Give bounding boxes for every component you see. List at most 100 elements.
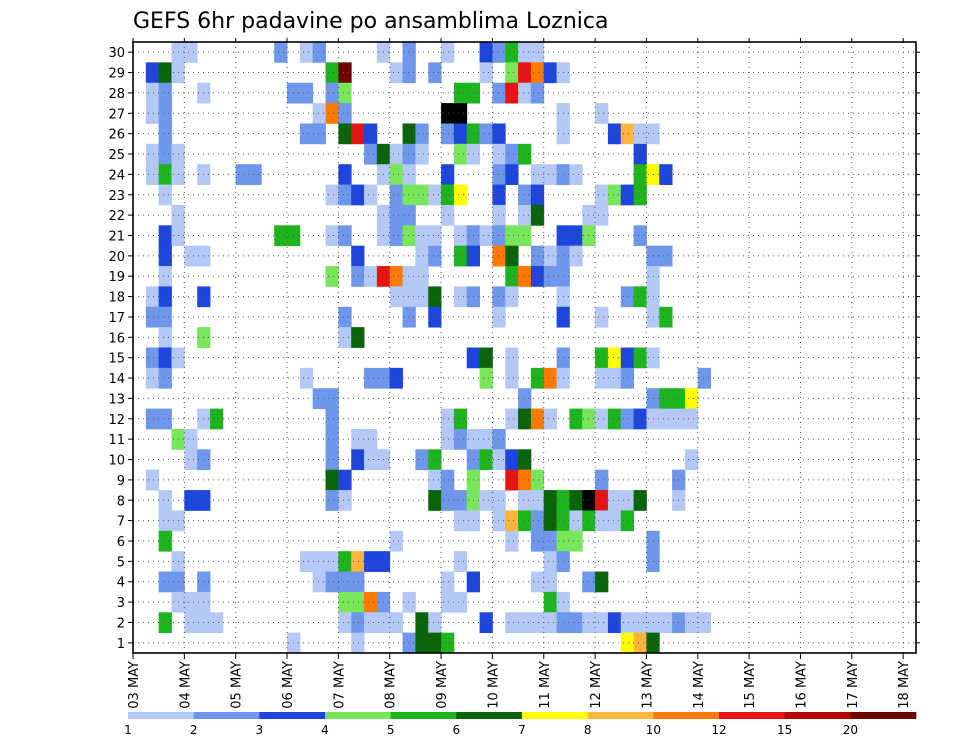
x-tick-label: 18 MAY (897, 661, 912, 709)
heatmap-cell (428, 225, 442, 247)
colorbar-swatch (390, 712, 457, 719)
heatmap-cell (441, 408, 455, 430)
heatmap-cell (364, 612, 378, 634)
heatmap-cell (543, 164, 557, 185)
heatmap-cell (607, 367, 622, 389)
heatmap-cell (389, 225, 403, 247)
heatmap-cell (338, 327, 352, 348)
y-tick-label: 21 (108, 229, 125, 244)
heatmap-cell (595, 469, 609, 491)
heatmap-cell (684, 612, 699, 634)
heatmap-cell (569, 510, 583, 532)
heatmap-cell (569, 245, 583, 267)
heatmap-cell (530, 266, 545, 287)
axes-layer: 1234567891011121314151617181920212223242… (108, 38, 920, 709)
heatmap-cell (633, 347, 647, 369)
heatmap-cell (441, 428, 455, 450)
heatmap-cell (158, 82, 172, 104)
heatmap-cell (505, 245, 519, 267)
heatmap-cell (441, 490, 455, 511)
heatmap-cell (607, 184, 622, 206)
y-tick-label: 18 (108, 291, 125, 306)
heatmap-cell (543, 571, 557, 593)
heatmap-cell (441, 123, 455, 145)
heatmap-cell (453, 225, 468, 247)
x-tick-label: 09 MAY (435, 661, 450, 709)
heatmap-cell (479, 42, 493, 63)
heatmap-cell (505, 449, 519, 471)
heatmap-cell (389, 286, 403, 308)
heatmap-cell (595, 408, 609, 430)
heatmap-cell (415, 632, 429, 654)
heatmap-cell (325, 225, 339, 247)
x-tick-label: 06 MAY (281, 661, 296, 709)
heatmap-cell (530, 490, 545, 511)
heatmap-cell (248, 164, 262, 185)
heatmap-cell (505, 367, 519, 389)
heatmap-cell (543, 245, 557, 267)
heatmap-cell (543, 266, 557, 287)
heatmap-cell (595, 510, 609, 532)
heatmap-cell (389, 530, 403, 552)
heatmap-cell (351, 245, 365, 267)
heatmap-cell (158, 123, 172, 145)
heatmap-cell (530, 530, 545, 552)
heatmap-cell (684, 388, 699, 409)
heatmap-cell (505, 510, 519, 532)
heatmap-cell (530, 164, 545, 185)
heatmap-cell (158, 612, 172, 634)
heatmap-cell (325, 103, 339, 124)
heatmap-cell (518, 62, 532, 84)
heatmap-cell (338, 164, 352, 185)
heatmap-cell (441, 571, 455, 593)
x-tick-label: 11 MAY (538, 661, 553, 709)
heatmap-cell (530, 408, 545, 430)
heatmap-cell (569, 164, 583, 185)
x-tick-label: 03 MAY (127, 661, 142, 709)
heatmap-cell (505, 143, 519, 165)
heatmap-cell (325, 469, 339, 491)
heatmap-cell (325, 184, 339, 206)
heatmap-cell (299, 551, 314, 572)
heatmap-cell (338, 591, 352, 613)
heatmap-cell (518, 388, 532, 409)
heatmap-cell (428, 469, 442, 491)
heatmap-cell (274, 225, 288, 247)
heatmap-cell (415, 286, 429, 308)
heatmap-cell (607, 510, 622, 532)
heatmap-cell (415, 612, 429, 634)
heatmap-cell (415, 143, 429, 165)
heatmap-cell (389, 164, 403, 185)
heatmap-cell (505, 225, 519, 247)
heatmap-cell (441, 103, 455, 124)
y-tick-label: 6 (117, 535, 125, 550)
heatmap-cell (428, 306, 442, 328)
heatmap-cell (402, 306, 416, 328)
heatmap-cell (595, 204, 609, 226)
heatmap-cell (338, 225, 352, 247)
heatmap-cell (184, 490, 198, 511)
heatmap-cell (595, 612, 609, 634)
heatmap-cell (453, 123, 468, 145)
heatmap-cell (505, 469, 519, 491)
heatmap-cell (505, 266, 519, 287)
heatmap-cell (530, 184, 545, 206)
y-tick-label: 11 (108, 433, 125, 448)
heatmap-cell (479, 225, 493, 247)
y-tick-label: 27 (108, 107, 125, 122)
y-tick-label: 19 (108, 270, 125, 285)
y-tick-label: 26 (108, 128, 125, 143)
heatmap-cell (492, 82, 506, 104)
heatmap-cell (543, 591, 557, 613)
heatmap-cell (338, 551, 352, 572)
heatmap-cell (492, 225, 506, 247)
heatmap-cell (633, 632, 647, 654)
heatmap-cell (659, 388, 673, 409)
heatmap-cell (158, 510, 172, 532)
heatmap-cell (415, 225, 429, 247)
heatmap-cell (145, 306, 160, 328)
heatmap-cell (351, 632, 365, 654)
heatmap-cell (453, 103, 468, 124)
heatmap-cell (325, 62, 339, 84)
heatmap-cell (364, 123, 378, 145)
